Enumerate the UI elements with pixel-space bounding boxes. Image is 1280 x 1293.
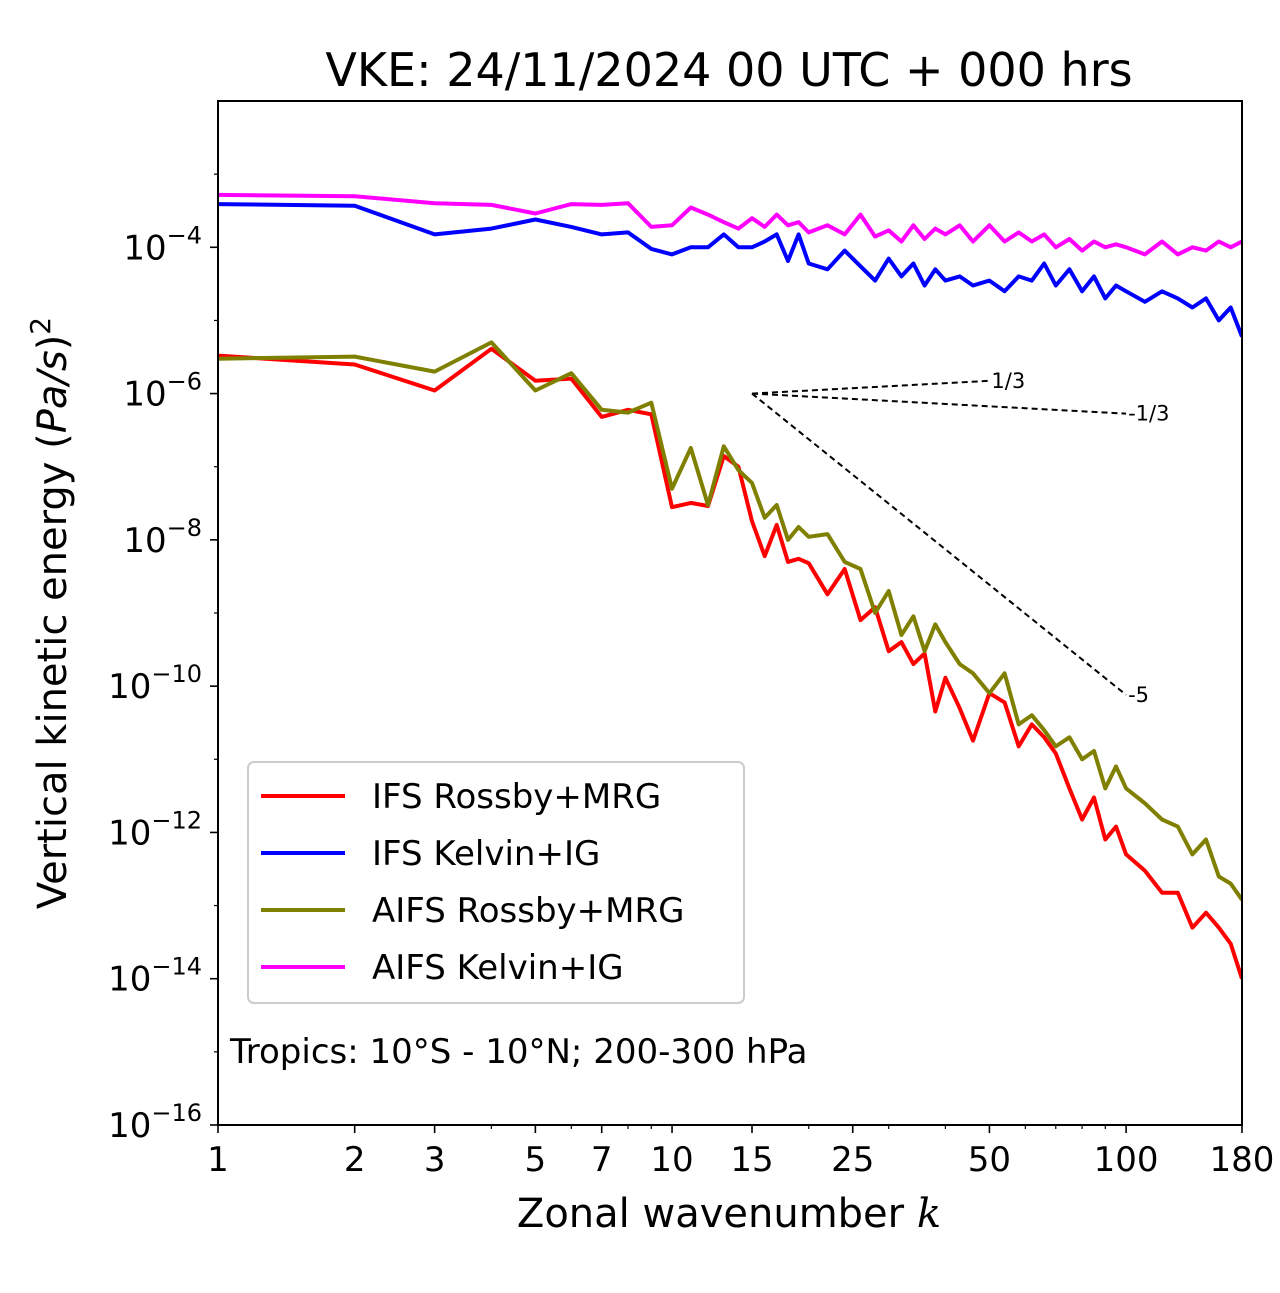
chart-title: VKE: 24/11/2024 00 UTC + 000 hrs — [325, 43, 1132, 97]
plot-area — [218, 192, 1242, 980]
y-tick-label: 10−10 — [108, 660, 202, 707]
reference-slope-line — [751, 392, 1127, 415]
legend-entry-label: AIFS Kelvin+IG — [372, 948, 624, 988]
y-tick-label: 10−12 — [108, 806, 202, 853]
plot-frame — [217, 100, 1243, 1126]
legend-entry-label: IFS Kelvin+IG — [372, 834, 600, 874]
x-tick-label: 15 — [730, 1140, 773, 1180]
y-axis-label: Vertical kinetic energy (Pa/s)2 — [24, 317, 77, 909]
svg-text:Zonal wavenumber k: Zonal wavenumber k — [517, 1191, 941, 1237]
y-tick-label: 10−4 — [123, 221, 202, 268]
reference-slope-line — [751, 392, 1127, 696]
y-tick-label: 10−16 — [108, 1099, 202, 1146]
x-tick-label: 3 — [424, 1140, 446, 1180]
legend-entry-label: IFS Rossby+MRG — [372, 777, 661, 817]
y-tick-label: 10−14 — [108, 953, 202, 1000]
y-tick-label: 10−8 — [123, 514, 202, 561]
series-line-aifs-kelvin-ig — [218, 192, 1242, 257]
region-annotation: Tropics: 10°S - 10°N; 200-300 hPa — [229, 1032, 807, 1072]
x-tick-label: 2 — [344, 1140, 366, 1180]
y-tick-label: 10−6 — [123, 368, 202, 415]
svg-text:Vertical kinetic energy (Pa/s): Vertical kinetic energy (Pa/s)2 — [24, 317, 77, 909]
series-line-ifs-kelvin-ig — [218, 202, 1242, 338]
x-tick-label: 10 — [650, 1140, 693, 1180]
x-tick-label: 50 — [968, 1140, 1011, 1180]
reference-slopes: 1/3 -1/3 -5 — [751, 369, 1169, 707]
x-tick-label: 180 — [1210, 1140, 1275, 1180]
x-tick-label: 25 — [831, 1140, 874, 1180]
series-line-ifs-rossby-mrg — [218, 346, 1242, 980]
x-tick-label: 100 — [1094, 1140, 1159, 1180]
axis-ticks: 1 2 3 5 7 10 15 25 50 100 180 10−16 10−14 10−12 10−10 1… — [108, 173, 1275, 1180]
x-tick-label: 5 — [525, 1140, 547, 1180]
reference-slope-label: -1/3 — [1128, 402, 1169, 426]
x-axis-label: Zonal wavenumber k — [517, 1191, 941, 1237]
reference-slope-label: -5 — [1128, 683, 1149, 707]
legend-entry-label: AIFS Rossby+MRG — [372, 891, 684, 931]
legend-box — [247, 761, 745, 1004]
x-tick-label: 1 — [207, 1140, 229, 1180]
reference-slope-label: 1/3 — [991, 369, 1025, 393]
legend: IFS Rossby+MRG IFS Kelvin+IG AIFS Rossby+M… — [247, 761, 745, 1004]
series-line-aifs-rossby-mrg — [218, 340, 1242, 901]
x-tick-label: 7 — [591, 1140, 613, 1180]
